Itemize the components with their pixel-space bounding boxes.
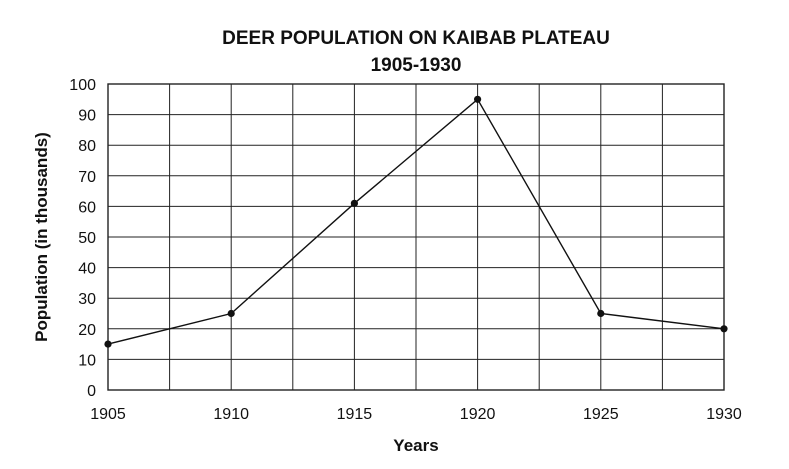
x-tick-label: 1920: [460, 406, 496, 423]
data-point: [597, 309, 605, 318]
x-axis-label: Years: [393, 436, 438, 455]
y-tick-label: 10: [78, 352, 96, 369]
y-tick-label: 60: [78, 199, 96, 216]
x-axis-tick-labels: 1905 1910 1915 1920 1925 1930: [90, 406, 742, 423]
x-tick-label: 1915: [337, 406, 373, 423]
series-layer: [104, 95, 728, 348]
y-tick-label: 100: [69, 77, 96, 94]
y-tick-label: 40: [78, 261, 96, 278]
plot-frame: [107, 83, 725, 391]
grid-lines: [107, 83, 725, 391]
y-tick-label: 20: [78, 322, 96, 339]
y-tick-label: 30: [78, 291, 96, 308]
y-tick-label: 0: [87, 383, 96, 400]
x-tick-label: 1905: [90, 406, 126, 423]
chart-subtitle: 1905-1930: [371, 55, 462, 76]
y-tick-label: 70: [78, 169, 96, 186]
data-point: [474, 95, 482, 103]
data-point: [350, 199, 358, 207]
x-tick-label: 1925: [583, 406, 619, 423]
data-point: [227, 309, 235, 318]
x-tick-label: 1910: [213, 406, 249, 423]
y-tick-label: 80: [78, 138, 96, 155]
y-axis-tick-labels: 0 10 20 30 40 50 60 70 80 90 100: [69, 77, 96, 400]
data-point: [104, 340, 112, 348]
series-line: [107, 98, 725, 345]
chart-title: DEER POPULATION ON KAIBAB PLATEAU: [222, 28, 610, 49]
y-tick-label: 50: [78, 230, 96, 247]
y-tick-label: 90: [78, 108, 96, 125]
y-axis-label: Population (in thousands): [32, 132, 51, 342]
x-tick-label: 1930: [706, 406, 742, 423]
data-point: [720, 325, 728, 333]
